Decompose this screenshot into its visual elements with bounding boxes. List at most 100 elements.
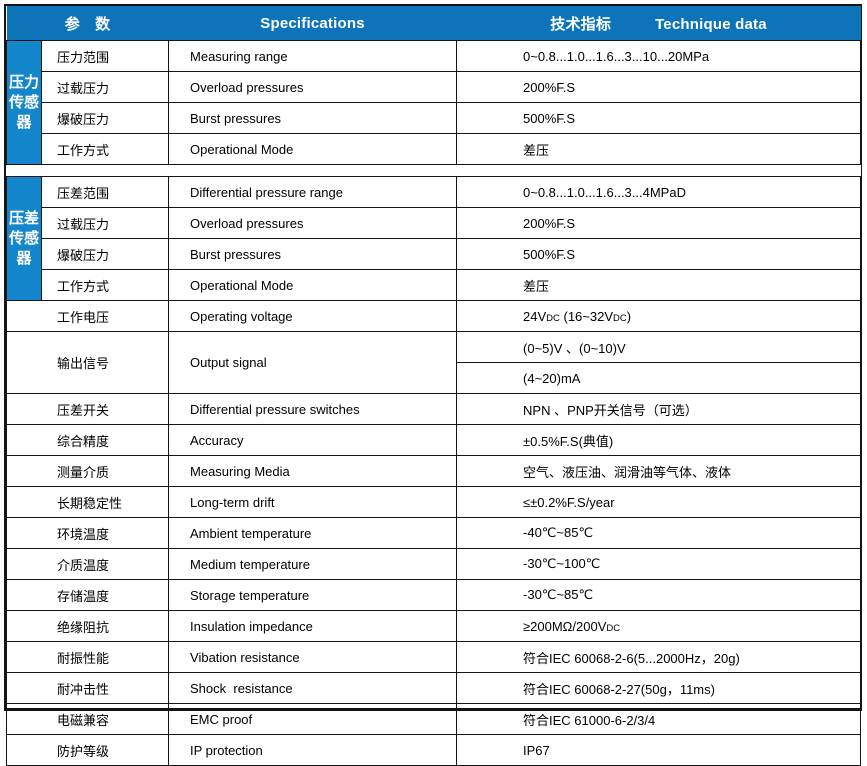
group-label-pressure-sensor: 压力传感器 <box>6 40 42 165</box>
param-label: 长期稳定性 <box>5 486 170 518</box>
table-row: 测量介质 Measuring Media 空气、液压油、润滑油等气体、液体 <box>5 455 862 487</box>
table-row: 环境温度 Ambient temperature -40℃~85℃ <box>5 517 862 549</box>
param-label: 介质温度 <box>5 548 170 580</box>
spec-label: Accuracy <box>168 424 458 456</box>
spec-label: Differential pressure switches <box>168 393 458 425</box>
header-technique-cn: 技术指标 <box>550 15 612 33</box>
spec-value: 符合IEC 60068-2-6(5...2000Hz，20g) <box>456 641 862 673</box>
spec-label: Burst pressures <box>168 102 458 134</box>
param-label: 绝缘阻抗 <box>5 610 170 642</box>
spec-value: (4~20)mA <box>456 362 862 394</box>
spec-label: Vibation resistance <box>168 641 458 673</box>
table-row: 爆破压力 Burst pressures 500%F.S <box>7 238 862 270</box>
spec-label: Burst pressures <box>168 238 458 270</box>
spec-value: -40℃~85℃ <box>456 517 862 549</box>
spec-label: Measuring Media <box>168 455 458 487</box>
table-row: 工作方式 Operational Mode 差压 <box>7 133 862 165</box>
group-label-differential-pressure-sensor: 压差传感器 <box>6 176 42 301</box>
table-row: 工作方式 Operational Mode 差压 <box>7 269 862 301</box>
spec-label: Output signal <box>168 331 458 394</box>
spec-label: Shock resistance <box>168 672 458 704</box>
table-row: 长期稳定性 Long-term drift ≤±0.2%F.S/year <box>5 486 862 518</box>
group-separator <box>6 164 861 177</box>
spec-label: Long-term drift <box>168 486 458 518</box>
spec-value: 200%F.S <box>456 71 862 103</box>
param-label: 耐振性能 <box>5 641 170 673</box>
param-label: 环境温度 <box>5 517 170 549</box>
spec-value: 符合IEC 60068-2-27(50g，11ms) <box>456 672 862 704</box>
table-row: 耐冲击性 Shock resistance 符合IEC 60068-2-27(5… <box>5 672 862 704</box>
table-row: 过载压力 Overload pressures 200%F.S <box>7 71 862 103</box>
spec-value: ±0.5%F.S(典值) <box>456 424 862 456</box>
spec-label: IP protection <box>168 734 458 766</box>
param-label: 防护等级 <box>5 734 170 766</box>
header-param: 参 数 <box>6 6 169 41</box>
header-specifications: Specifications <box>168 6 457 41</box>
spec-value: 差压 <box>456 269 862 301</box>
table-row: 存储温度 Storage temperature -30℃~85℃ <box>5 579 862 611</box>
spec-value: -30℃~85℃ <box>456 579 862 611</box>
table-row: 压差传感器 压差范围 Differential pressure range 0… <box>6 176 862 301</box>
table-row: (4~20)mA <box>7 362 862 394</box>
spec-value: 0~0.8...1.0...1.6...3...10...20MPa <box>456 40 862 72</box>
param-label: 存储温度 <box>5 579 170 611</box>
spec-label: EMC proof <box>168 703 458 735</box>
table-row: 输出信号 Output signal (0~5)V 、(0~10)V <box>5 331 862 394</box>
table-row: 电磁兼容 EMC proof 符合IEC 61000-6-2/3/4 <box>5 703 862 735</box>
spec-value: 空气、液压油、润滑油等气体、液体 <box>456 455 862 487</box>
spec-label: Overload pressures <box>168 71 458 103</box>
spec-value: 0~0.8...1.0...1.6...3...4MPaD <box>456 176 862 208</box>
spec-label: Ambient temperature <box>168 517 458 549</box>
spec-value: 差压 <box>456 133 862 165</box>
param-label: 爆破压力 <box>40 102 170 134</box>
spec-value: 200%F.S <box>456 207 862 239</box>
spec-label: Operating voltage <box>168 300 458 332</box>
param-label: 压差范围 <box>40 176 170 208</box>
spec-value: IP67 <box>456 734 862 766</box>
spec-value: (0~5)V 、(0~10)V <box>456 331 862 363</box>
param-label: 爆破压力 <box>40 238 170 270</box>
spec-value: NPN 、PNP开关信号（可选） <box>456 393 862 425</box>
spec-value: ≤±0.2%F.S/year <box>456 486 862 518</box>
table-row: 耐振性能 Vibation resistance 符合IEC 60068-2-6… <box>5 641 862 673</box>
spec-label: Insulation impedance <box>168 610 458 642</box>
spec-value: 符合IEC 61000-6-2/3/4 <box>456 703 862 735</box>
spec-label: Overload pressures <box>168 207 458 239</box>
param-label: 压差开关 <box>5 393 170 425</box>
table-row: 爆破压力 Burst pressures 500%F.S <box>7 102 862 134</box>
table-row: 防护等级 IP protection IP67 <box>5 734 862 766</box>
param-label: 耐冲击性 <box>5 672 170 704</box>
param-label: 工作方式 <box>40 269 170 301</box>
param-label: 输出信号 <box>5 331 170 394</box>
table-row: 工作电压 Operating voltage 24VDC (16~32VDC) <box>5 300 862 332</box>
param-label: 工作电压 <box>5 300 170 332</box>
param-label: 工作方式 <box>40 133 170 165</box>
spec-label: Differential pressure range <box>168 176 458 208</box>
param-label: 综合精度 <box>5 424 170 456</box>
group-separator-row <box>6 164 861 177</box>
param-label: 测量介质 <box>5 455 170 487</box>
spec-label: Operational Mode <box>168 133 458 165</box>
spec-label: Medium temperature <box>168 548 458 580</box>
spec-value: -30℃~100℃ <box>456 548 862 580</box>
table-row: 压力传感器 压力范围 Measuring range 0~0.8...1.0..… <box>6 40 862 165</box>
spec-value: 24VDC (16~32VDC) <box>456 300 862 332</box>
spec-label: Measuring range <box>168 40 458 72</box>
header-technique-data: 技术指标 Technique data <box>456 6 861 41</box>
header-row: 参 数 Specifications 技术指标 Technique data <box>6 6 861 41</box>
param-label: 电磁兼容 <box>5 703 170 735</box>
spec-table: 参 数 Specifications 技术指标 Technique data 压力… <box>4 4 862 766</box>
specifications-table: 参 数 Specifications 技术指标 Technique data 压力… <box>5 6 862 766</box>
param-label: 过载压力 <box>40 71 170 103</box>
spec-value: ≥200MΩ/200VDC <box>456 610 862 642</box>
spec-value: 500%F.S <box>456 102 862 134</box>
table-row: 综合精度 Accuracy ±0.5%F.S(典值) <box>5 424 862 456</box>
table-row: 压差开关 Differential pressure switches NPN … <box>5 393 862 425</box>
table-row: 介质温度 Medium temperature -30℃~100℃ <box>5 548 862 580</box>
spec-value: 500%F.S <box>456 238 862 270</box>
spec-label: Storage temperature <box>168 579 458 611</box>
header-technique-en: Technique data <box>655 15 767 33</box>
spec-label: Operational Mode <box>168 269 458 301</box>
table-row: 绝缘阻抗 Insulation impedance ≥200MΩ/200VDC <box>5 610 862 642</box>
table-row: 过载压力 Overload pressures 200%F.S <box>7 207 862 239</box>
